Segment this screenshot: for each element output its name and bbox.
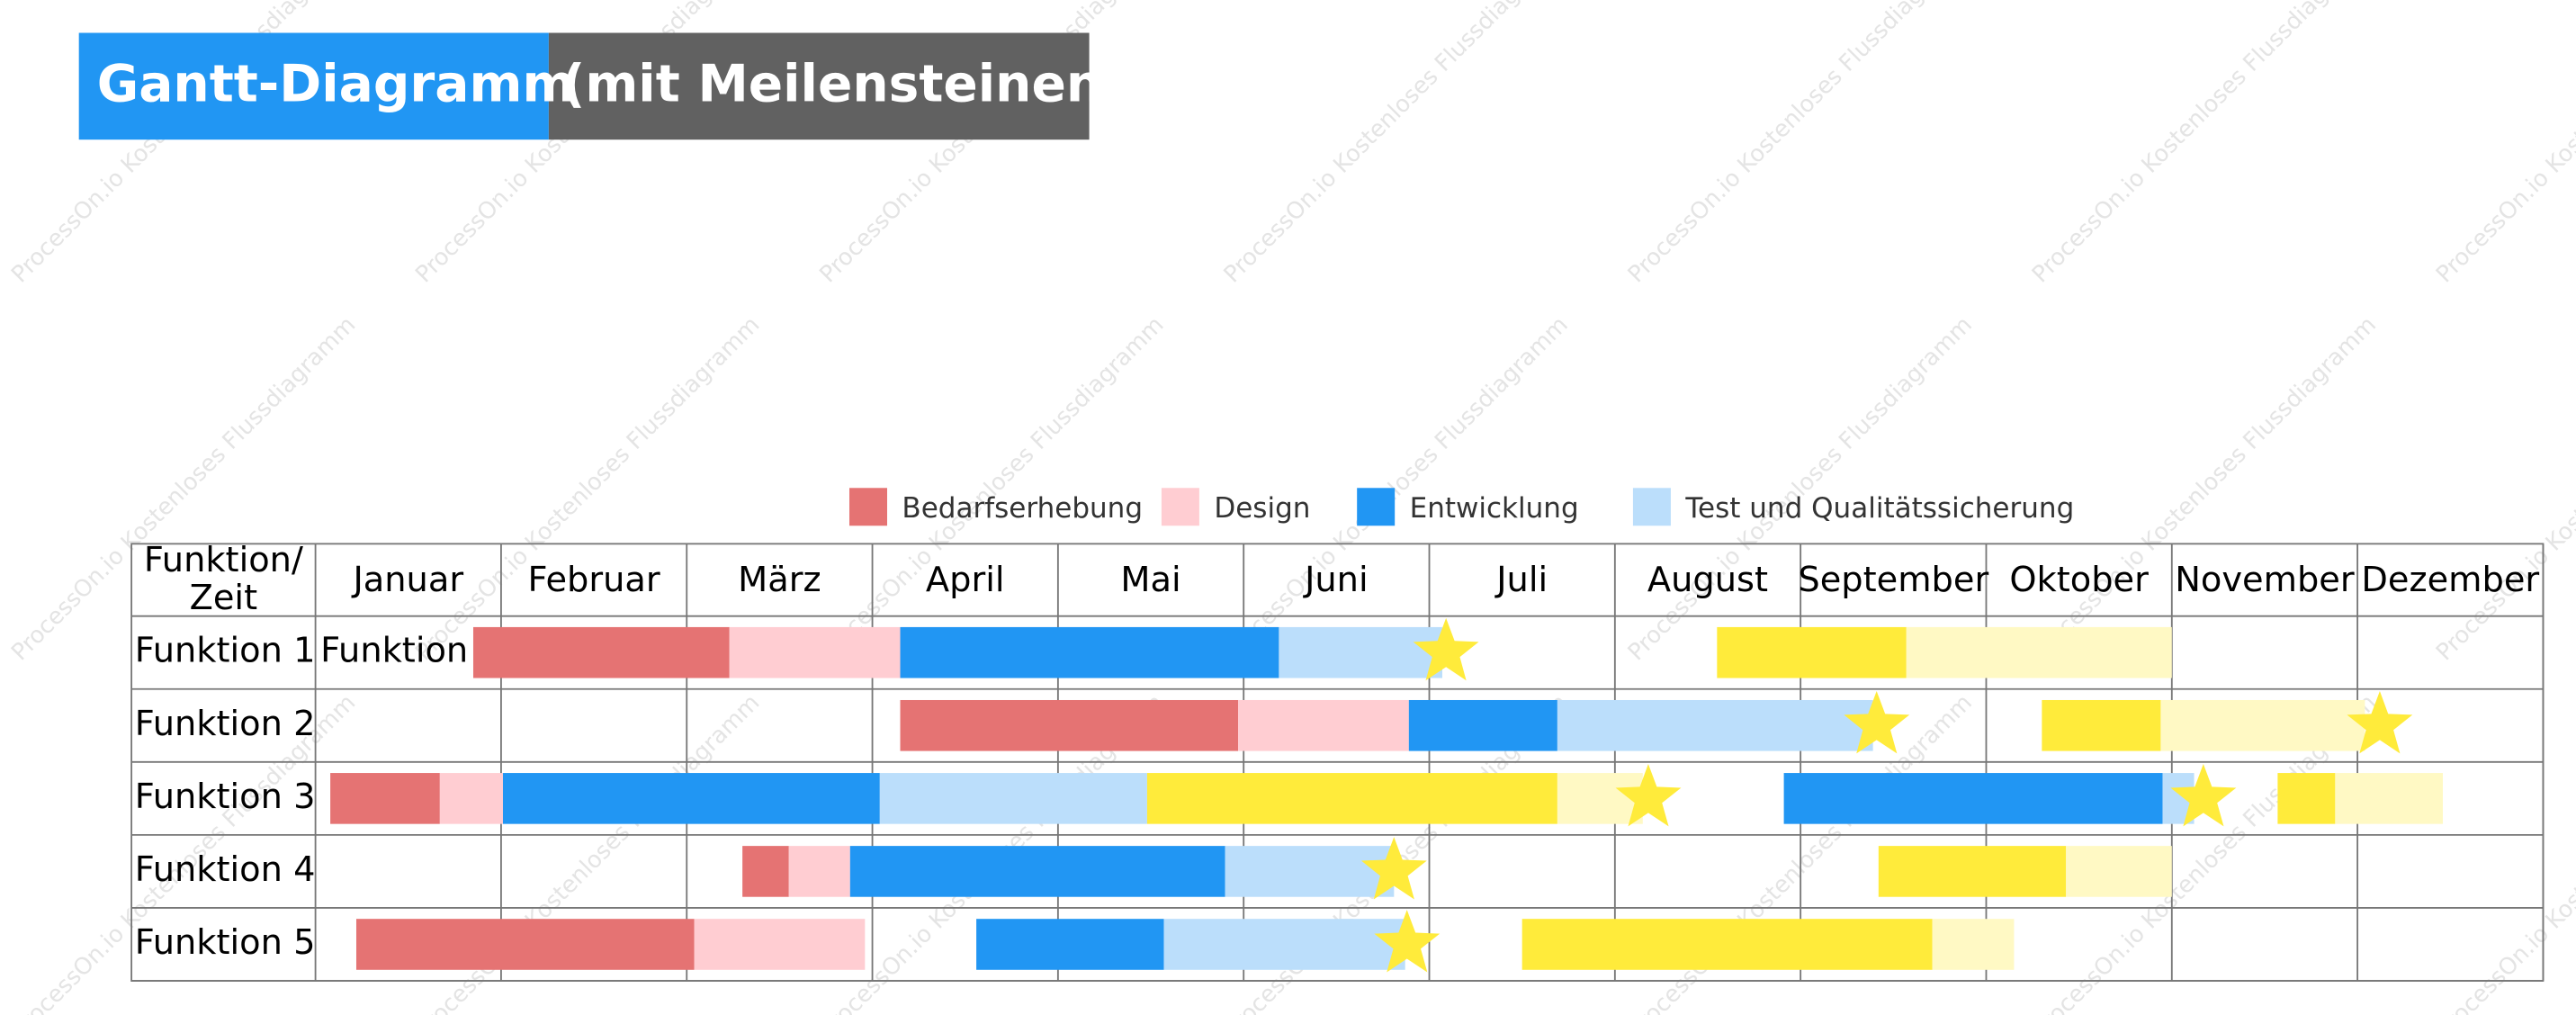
month-label: August [1647, 560, 1768, 600]
watermark: ProcessOn.io Kostenloses Flussdiagramm [1623, 0, 1978, 288]
milestone-star [1844, 690, 1910, 754]
month-label: Februar [528, 560, 660, 600]
row-label: Funktion 4 [135, 849, 316, 890]
legend-swatch [1161, 488, 1199, 526]
month-label: Oktober [2009, 560, 2149, 600]
task-bar [2277, 773, 2336, 824]
task-bar [900, 699, 1239, 751]
row-label: Funktion 1 [135, 631, 316, 671]
corner-label: Zeit [190, 578, 258, 618]
title-sub: (mit Meilensteinen) [561, 54, 1126, 113]
month-label: Juli [1494, 560, 1548, 600]
task-bar [729, 626, 901, 678]
watermark: ProcessOn.io Kostenloses Flussdiagramm [6, 311, 361, 666]
task-bar [1408, 699, 1557, 751]
task-bar [355, 919, 695, 970]
legend-label: Design [1214, 492, 1310, 525]
title-main-box [78, 32, 549, 140]
month-label: November [2175, 560, 2355, 600]
gantt: Bedarfserhebung Design Entwicklung Test und… [130, 488, 2545, 982]
task-bar [2160, 699, 2365, 751]
task-bar [2066, 846, 2172, 897]
task-bar [1932, 919, 2015, 970]
task-bar [1521, 919, 1933, 970]
task-bar [439, 773, 503, 824]
milestone-star [1360, 837, 1427, 900]
task-bar [1163, 919, 1405, 970]
milestone-star [1374, 910, 1441, 973]
task-bar [1717, 626, 1907, 678]
month-label: Juni [1303, 560, 1369, 600]
title-main: Gantt-Diagramm [97, 54, 576, 113]
task-bar [1238, 699, 1409, 751]
row-label: Funktion 5 [135, 922, 316, 963]
watermark: ProcessOn.io Kostenloses Flussdiagramm [1218, 311, 1573, 666]
month-label: Dezember [2361, 560, 2539, 600]
legend-label: Bedarfserhebung [902, 492, 1143, 525]
milestone-star [1413, 617, 1479, 681]
row-label: Funktion 3 [135, 777, 316, 817]
grid [130, 543, 2545, 982]
month-label: April [926, 560, 1005, 600]
legend-swatch [1632, 488, 1671, 526]
task-bar [1906, 626, 2172, 678]
task-bar [742, 846, 789, 897]
task-bar [472, 626, 730, 678]
milestone-star [2170, 764, 2237, 827]
task-bar [502, 773, 880, 824]
task-bar [1279, 626, 1442, 678]
watermark: ProcessOn.io Kostenloses Flussdiagramm [2431, 689, 2576, 1015]
task-bar [1557, 773, 1643, 824]
task-bar [1878, 846, 2067, 897]
legend-swatch [1357, 488, 1396, 526]
task-bar [900, 626, 1279, 678]
watermark: ProcessOn.io Kostenloses Flussdiagramm [410, 311, 765, 666]
row-note: Funktion [320, 631, 468, 671]
watermark: ProcessOn.io Kostenloses Flussdiagramm [2027, 0, 2382, 288]
watermark: ProcessOn.io Kostenloses Flussdiagramm [1218, 0, 1573, 288]
task-bar [1557, 699, 1873, 751]
task-bar [1783, 773, 2163, 824]
title-sub-box [548, 32, 1090, 140]
task-bar [1146, 773, 1557, 824]
corner-label: Funktion/ [144, 540, 303, 580]
month-label: März [738, 560, 821, 600]
milestone-star [1615, 764, 1682, 827]
month-label: Januar [351, 560, 463, 600]
watermark: ProcessOn.io Kostenloses Flussdiagramm [2431, 311, 2576, 666]
month-label: September [1798, 560, 1988, 600]
task-bar [879, 773, 1147, 824]
watermark: ProcessOn.io Kostenloses Flussdiagramm [2027, 311, 2382, 666]
legend-swatch [849, 488, 887, 526]
task-bar [694, 919, 866, 970]
watermark: ProcessOn.io Kostenloses Flussdiagramm [2431, 0, 2576, 288]
task-bar [849, 846, 1225, 897]
task-bar [330, 773, 440, 824]
legend-label: Entwicklung [1410, 492, 1579, 525]
task-bar [2042, 699, 2161, 751]
milestone-star [2347, 690, 2413, 754]
task-bar [1225, 846, 1395, 897]
task-bar [976, 919, 1164, 970]
legend-label: Test und Qualitätssicherung [1684, 492, 2074, 525]
month-label: Mai [1120, 560, 1180, 600]
task-bar [788, 846, 850, 897]
task-bar [2335, 773, 2444, 824]
row-label: Funktion 2 [135, 704, 316, 744]
